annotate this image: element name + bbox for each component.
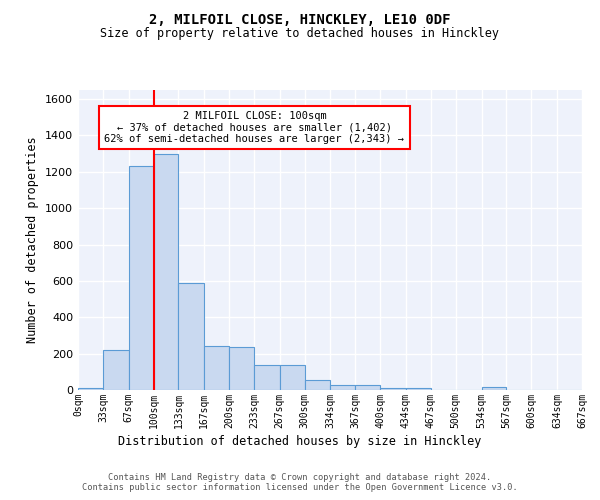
- Bar: [331, 386, 355, 390]
- Bar: [229, 348, 254, 390]
- Bar: [254, 364, 280, 390]
- Bar: [78, 388, 103, 390]
- Bar: [305, 380, 331, 390]
- Text: Contains HM Land Registry data © Crown copyright and database right 2024.
Contai: Contains HM Land Registry data © Crown c…: [82, 472, 518, 492]
- Text: 2 MILFOIL CLOSE: 100sqm
← 37% of detached houses are smaller (1,402)
62% of semi: 2 MILFOIL CLOSE: 100sqm ← 37% of detache…: [104, 111, 404, 144]
- Y-axis label: Number of detached properties: Number of detached properties: [26, 136, 40, 344]
- Bar: [482, 388, 506, 390]
- Bar: [154, 154, 178, 390]
- Bar: [204, 346, 229, 390]
- Bar: [280, 364, 305, 390]
- Text: 2, MILFOIL CLOSE, HINCKLEY, LE10 0DF: 2, MILFOIL CLOSE, HINCKLEY, LE10 0DF: [149, 12, 451, 26]
- Bar: [406, 388, 431, 390]
- Bar: [128, 166, 154, 390]
- Bar: [178, 282, 204, 390]
- Bar: [355, 386, 380, 390]
- Bar: [103, 350, 128, 390]
- Text: Distribution of detached houses by size in Hinckley: Distribution of detached houses by size …: [118, 435, 482, 448]
- Bar: [380, 388, 406, 390]
- Text: Size of property relative to detached houses in Hinckley: Size of property relative to detached ho…: [101, 28, 499, 40]
